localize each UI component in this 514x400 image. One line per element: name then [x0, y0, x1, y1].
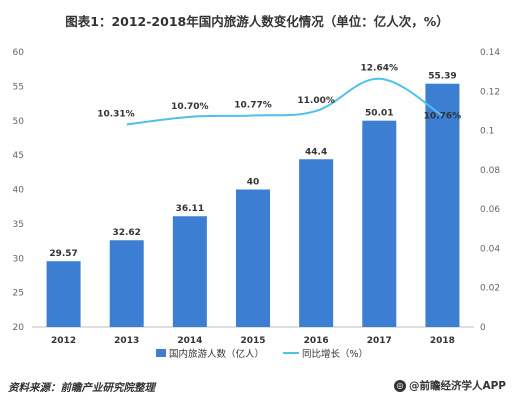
y-right-tick-label: 0.14	[480, 48, 500, 58]
x-tick-label: 2015	[240, 336, 265, 346]
y-left-tick-label: 25	[13, 289, 24, 299]
y-axis-left: 20 25 30 35 40 45 50 55 60	[13, 48, 25, 333]
bar-value-label: 32.62	[112, 228, 140, 238]
x-tick-label: 2013	[114, 336, 139, 346]
line-value-label: 10.77%	[234, 100, 272, 110]
growth-line	[126, 77, 443, 126]
bar	[425, 83, 460, 327]
chart-title: 图表1：2012-2018年国内旅游人数变化情况（单位：亿人次，%）	[65, 14, 449, 29]
bar	[109, 240, 144, 327]
x-tick-label: 2014	[177, 336, 202, 346]
x-tick-label: 2017	[367, 336, 392, 346]
y-left-tick-label: 55	[13, 82, 24, 92]
y-right-tick-label: 0.08	[480, 166, 500, 176]
y-left-tick-label: 45	[13, 151, 24, 161]
bar-value-label: 44.4	[305, 147, 327, 157]
y-left-tick-label: 35	[13, 220, 24, 230]
bar-value-label: 36.11	[176, 204, 204, 214]
y-left-tick-label: 20	[13, 323, 25, 333]
bar-value-label: 50.01	[365, 109, 393, 119]
bar	[46, 261, 81, 327]
y-right-tick-label: 0	[480, 323, 486, 333]
bar-value-label: 55.39	[428, 72, 456, 82]
x-axis-categories: 2012 2013 2014 2015 2016 2017 2018	[51, 336, 455, 346]
brand-text: @前瞻经济学人APP	[408, 380, 506, 392]
y-axis-right: 0 0.02 0.04 0.06 0.08 0.1 0.12 0.14	[480, 48, 500, 333]
y-right-tick-label: 0.1	[480, 127, 494, 137]
line-value-label: 11.00%	[297, 96, 335, 106]
line-value-label: 10.31%	[97, 109, 135, 119]
x-tick-label: 2016	[304, 336, 329, 346]
bar-series: 29.57 32.62 36.11 40 44.4 50.01 55.39	[46, 72, 460, 328]
bar	[236, 189, 270, 327]
y-left-tick-label: 40	[13, 186, 25, 196]
y-left-tick-label: 60	[13, 48, 25, 58]
y-right-tick-label: 0.06	[480, 205, 500, 215]
y-right-tick-label: 0.12	[480, 87, 500, 97]
y-right-tick-label: 0.02	[480, 284, 500, 294]
bar-value-label: 40	[247, 178, 260, 188]
bar-value-label: 29.57	[49, 249, 77, 259]
source-note: 资料来源：前瞻产业研究院整理	[8, 382, 155, 394]
y-left-tick-label: 30	[13, 254, 25, 264]
line-value-label: 10.70%	[171, 102, 209, 112]
legend-label-line: 同比增长（%）	[302, 348, 368, 360]
line-value-label: 10.76%	[424, 112, 462, 122]
y-right-tick-label: 0.04	[480, 244, 500, 254]
x-tick-label: 2018	[430, 336, 455, 346]
y-left-tick-label: 50	[13, 117, 25, 127]
x-tick-label: 2012	[51, 336, 76, 346]
line-value-label: 12.64%	[361, 64, 399, 74]
bar	[362, 120, 397, 328]
bar	[172, 216, 207, 327]
line-series: 10.31% 10.70% 10.77% 11.00% 12.64% 10.76%	[97, 64, 462, 126]
legend: 国内旅游人数（亿人） 同比增长（%）	[156, 348, 368, 360]
bar	[299, 159, 334, 327]
legend-swatch-bar	[156, 349, 166, 357]
legend-label-bar: 国内旅游人数（亿人）	[169, 348, 264, 360]
brand-credit: ◎ @前瞻经济学人APP	[393, 378, 506, 393]
qianzhan-logo-icon: ◎	[393, 379, 406, 392]
